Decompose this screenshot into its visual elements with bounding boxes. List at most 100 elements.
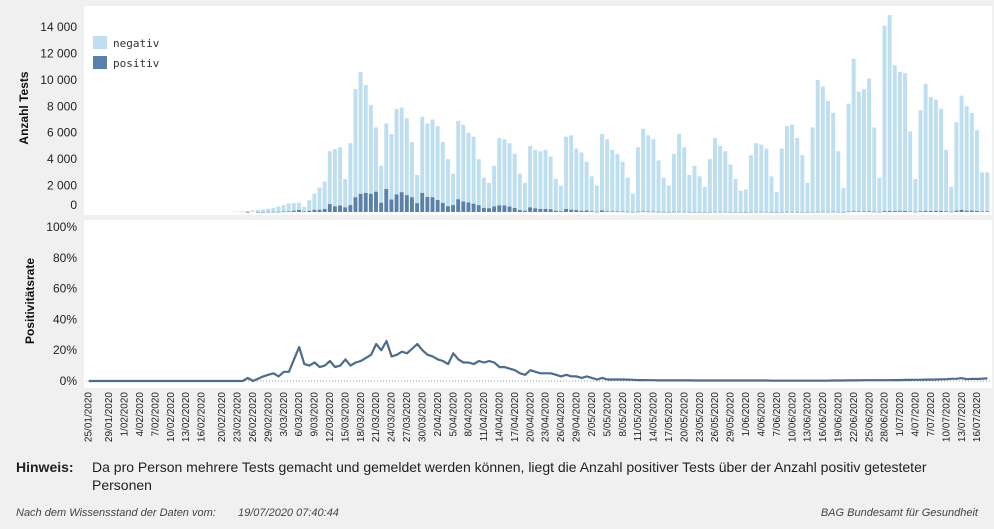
bar-positiv [307,210,312,212]
bar-positiv [944,211,949,212]
hinweis-label: Hinweis: [16,459,74,475]
bar-negativ [461,124,466,202]
x-tick-label: 13/06/2020 [803,392,814,442]
bar-positiv [399,192,404,212]
bar-negativ [630,193,635,212]
bar-positiv [969,210,974,212]
bar-positiv [558,211,563,212]
bar-negativ [600,134,604,211]
bar-positiv [861,211,866,212]
x-tick-label: 18/03/2020 [356,392,367,442]
bar-positiv [867,211,872,212]
bar-negativ [307,200,312,211]
source-label: BAG Bundesamt für Gesundheit [820,507,978,519]
x-tick-label: 22/06/2020 [849,392,860,442]
bar-positiv [903,211,908,212]
bar-y-tick-label: 14 000 [40,20,77,34]
bar-positiv [795,211,800,213]
bar-positiv [964,210,969,212]
bar-negativ [415,175,420,204]
data-stand-label: Nach dem Wissensstand der Daten vom: [16,507,216,519]
bar-positiv [548,209,553,212]
bar-positiv [918,211,923,212]
bar-positiv [363,192,368,212]
bar-positiv [810,211,815,213]
bar-positiv [923,210,928,212]
bar-positiv [826,211,830,213]
bar-y-tick-label: 4 000 [47,152,77,166]
bar-positiv [338,205,343,212]
bar-negativ [327,151,332,205]
x-tick-label: 2/05/2020 [587,392,598,437]
bar-positiv [656,211,661,213]
bar-positiv [487,208,491,212]
bar-negativ [384,123,389,189]
x-tick-label: 26/02/2020 [248,392,259,442]
x-tick-label: 29/02/2020 [263,392,274,442]
bar-negativ [769,176,774,212]
x-tick-label: 5/05/2020 [602,392,613,437]
bar-positiv [358,193,363,212]
bar-negativ [507,143,512,207]
x-tick-label: 20/02/2020 [217,392,228,442]
hinweis-text: Da pro Person mehrere Tests gemacht und … [92,459,927,493]
bar-positiv [471,203,476,212]
bar-negativ [764,148,769,212]
x-tick-label: 27/03/2020 [402,392,413,442]
bar-positiv [980,211,985,213]
bar-negativ [805,182,810,212]
bar-negativ [476,159,481,206]
bar-negativ [250,210,255,212]
bar-negativ [733,178,738,212]
x-tick-label: 26/04/2020 [556,392,567,442]
bar-negativ [517,173,522,211]
bar-positiv [790,211,795,213]
x-tick-label: 4/02/2020 [135,392,146,437]
bar-negativ [908,131,913,212]
bar-positiv [846,211,851,213]
x-tick-label: 9/03/2020 [310,392,321,437]
bar-negativ [897,71,902,212]
bar-positiv [538,208,543,212]
bar-positiv [317,209,322,212]
positivity-rate-line [88,339,988,383]
x-tick-label: 8/05/2020 [618,392,629,437]
bar-negativ [656,160,661,212]
x-tick-label: 11/04/2020 [479,392,490,442]
bar-positiv [579,210,584,212]
bar-negativ [718,145,723,212]
bar-negativ [820,86,825,212]
bar-negativ [795,138,800,212]
bar-negativ [487,182,491,209]
rate-y-tick-label: 100% [46,220,77,234]
bar-positiv [281,211,286,213]
x-tick-label: 28/06/2020 [880,392,891,442]
bar-positiv [954,210,959,212]
bar-positiv [692,211,697,213]
x-tick-label: 29/04/2020 [572,392,583,442]
bar-negativ [502,139,507,206]
bar-positiv [440,202,445,212]
bar-positiv [913,211,918,213]
bar-negativ [471,136,476,204]
bar-negativ [456,120,461,200]
bar-negativ [949,186,954,212]
bar-positiv [707,211,712,213]
x-tick-label: 13/07/2020 [957,392,968,442]
bar-positiv [404,195,409,212]
bar-negativ [810,127,815,212]
bar-negativ [800,155,805,212]
bar-negativ [702,186,707,212]
x-tick-label: 13/02/2020 [181,392,192,442]
bar-positiv [600,210,604,212]
bar-positiv [332,206,337,212]
bar-positiv [625,211,630,213]
bar-positiv [302,211,307,213]
x-tick-label: 10/07/2020 [941,392,952,442]
bar-positiv [671,211,676,213]
bar-positiv [882,211,887,212]
x-tick-label: 15/03/2020 [340,392,351,442]
bar-negativ [394,108,399,195]
bar-positiv [620,211,625,213]
